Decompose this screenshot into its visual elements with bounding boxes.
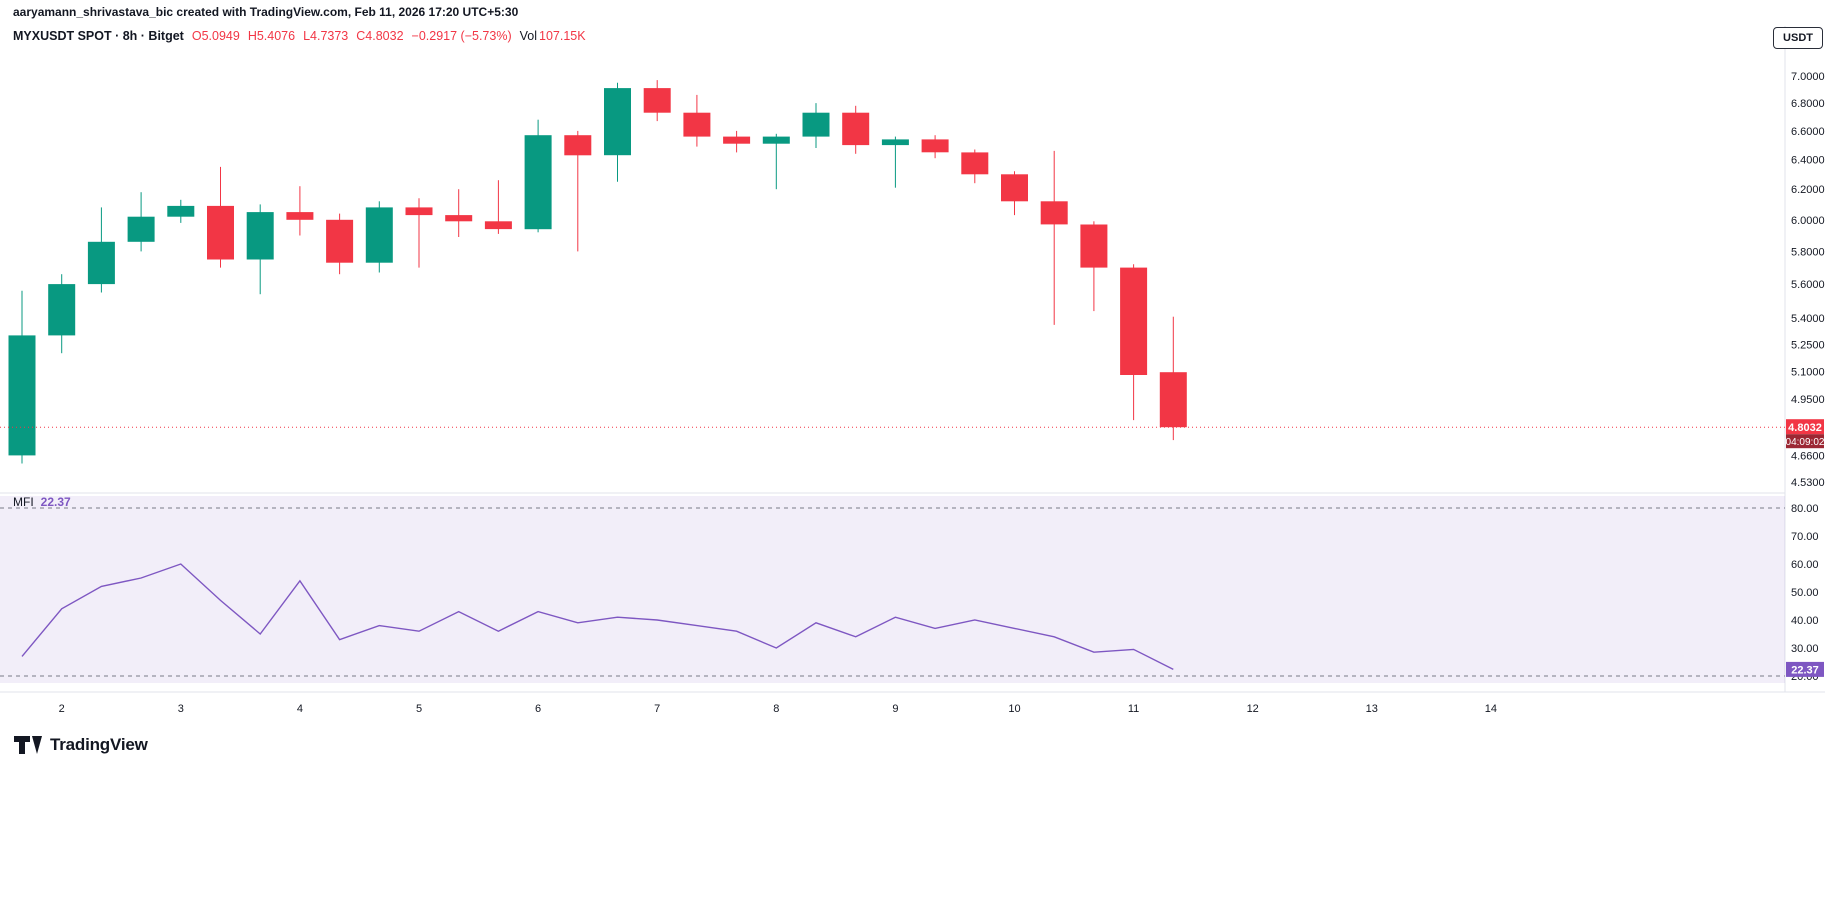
volume-value: 107.15K (539, 29, 586, 43)
mfi-axis-label: 40.00 (1791, 615, 1819, 627)
time-axis-label: 11 (1128, 703, 1139, 715)
candle-body (326, 219, 354, 263)
candle-body (961, 152, 989, 175)
countdown-badge (1786, 434, 1824, 449)
time-axis-label: 12 (1247, 703, 1259, 715)
price-axis-label: 6.8000 (1791, 98, 1825, 110)
candle-body (405, 207, 433, 216)
candle-body (524, 135, 552, 230)
volume-label: Vol (519, 29, 537, 43)
candle-body (762, 136, 790, 144)
candle-body (127, 216, 155, 242)
candle-body (167, 205, 195, 217)
mfi-axis-label: 50.00 (1791, 587, 1819, 599)
candle-body (723, 136, 751, 144)
time-axis-label: 6 (535, 703, 541, 715)
candle-body (842, 112, 870, 146)
candle-body (286, 212, 314, 220)
indicator-legend: MFI 22.37 (13, 495, 71, 509)
candle-body (921, 139, 949, 153)
time-axis-label: 3 (178, 703, 184, 715)
ohlc-close: C4.8032 (356, 29, 404, 43)
ohlc-low: L4.7373 (303, 29, 349, 43)
candle-body (1001, 174, 1028, 202)
price-axis-label: 5.2500 (1791, 339, 1825, 351)
time-axis-label: 4 (297, 703, 303, 715)
candle-body (643, 88, 671, 113)
candle-body (87, 241, 115, 285)
candle-body (1159, 372, 1187, 428)
candle-body (683, 112, 711, 137)
price-axis-label: 6.2000 (1791, 184, 1825, 196)
time-axis-label: 9 (892, 703, 898, 715)
indicator-name: MFI (13, 495, 34, 509)
price-axis-label: 4.9500 (1791, 394, 1825, 406)
price-axis-label: 6.4000 (1791, 155, 1825, 167)
price-axis-label: 5.4000 (1791, 313, 1825, 325)
mfi-axis-label: 60.00 (1791, 559, 1819, 571)
candle-body (48, 284, 76, 336)
time-axis-label: 14 (1485, 703, 1497, 715)
candle-body (1080, 224, 1108, 268)
tradingview-wordmark: TradingView (50, 735, 148, 754)
mfi-axis-label: 80.00 (1791, 503, 1819, 515)
time-axis-label: 2 (59, 703, 65, 715)
candles-group (8, 80, 1187, 464)
candle-body (1120, 267, 1148, 375)
price-axis-label: 5.1000 (1791, 366, 1825, 378)
mfi-badge-value: 22.37 (1791, 664, 1819, 676)
time-axis-label: 8 (773, 703, 779, 715)
tradingview-logo-icon (14, 736, 42, 754)
ohlc-high: H5.4076 (247, 29, 296, 43)
mfi-value-badge (1786, 661, 1824, 677)
price-axis-label: 5.6000 (1791, 279, 1825, 291)
last-price-badge-value: 4.8032 (1788, 422, 1822, 434)
mfi-band-fill (0, 496, 1785, 683)
time-axis-label: 10 (1008, 703, 1020, 715)
candle-body (802, 112, 830, 137)
snapshot-attribution: aaryamann_shrivastava_bic created with T… (13, 5, 519, 19)
candle-body (564, 135, 592, 156)
time-axis-label: 5 (416, 703, 422, 715)
countdown-value: 04:09:02 (1786, 437, 1825, 448)
candle-body (484, 221, 512, 230)
price-axis-label: 4.5300 (1791, 477, 1825, 489)
candle-body (881, 139, 909, 146)
price-axis-label: 7.0000 (1791, 71, 1825, 83)
currency-toggle-button[interactable]: USDT (1773, 27, 1823, 49)
time-axis-label: 13 (1366, 703, 1378, 715)
mfi-axis-label: 30.00 (1791, 643, 1819, 655)
symbol-legend: MYXUSDT SPOT · 8h · Bitget O5.0949 H5.40… (13, 29, 586, 43)
indicator-value: 22.37 (40, 495, 71, 509)
mfi-axis-label: 70.00 (1791, 531, 1819, 543)
ohlc-open: O5.0949 (191, 29, 240, 43)
last-price-badge (1786, 419, 1824, 435)
candle-body (246, 212, 274, 260)
time-axis-label: 7 (654, 703, 660, 715)
symbol-title: MYXUSDT SPOT · 8h · Bitget (13, 29, 184, 43)
candle-body (365, 207, 393, 263)
price-change: −0.2917 (−5.73%) (411, 29, 512, 43)
candle-body (8, 335, 36, 456)
price-axis-label: 6.0000 (1791, 215, 1825, 227)
tradingview-logo[interactable]: TradingView (14, 734, 148, 756)
mfi-line (21, 563, 1174, 671)
price-axis-label: 4.6600 (1791, 450, 1825, 462)
candle-body (604, 88, 631, 156)
candle-body (207, 205, 234, 260)
volume-readout: Vol 107.15K (520, 29, 586, 43)
candle-body (445, 215, 473, 222)
price-axis-label: 5.8000 (1791, 246, 1825, 258)
price-axis-label: 6.6000 (1791, 126, 1825, 138)
candle-body (1040, 201, 1068, 225)
